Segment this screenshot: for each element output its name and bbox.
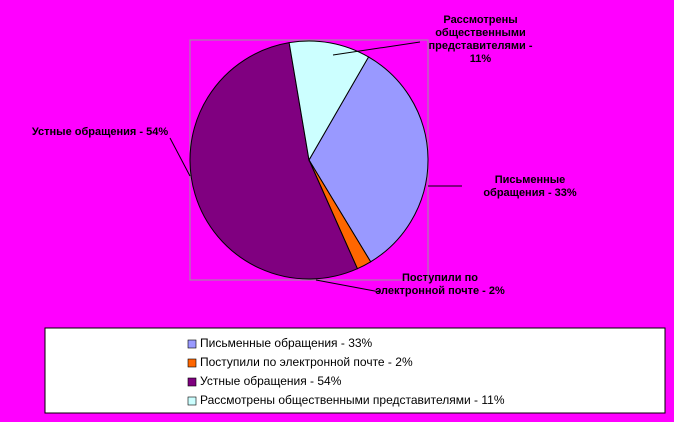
data-label: Письменные обращения - 33% (483, 174, 577, 199)
legend (44, 327, 666, 414)
legend-swatch (187, 396, 197, 406)
leader-line (315, 279, 381, 293)
pie-slice (189, 42, 359, 280)
legend-swatch (187, 339, 197, 349)
leader-line (169, 137, 191, 177)
legend-label: Рассмотрены общественными представителям… (200, 393, 505, 407)
legend-label: Поступили по электронной почте - 2% (200, 355, 413, 369)
legend-label: Письменные обращения - 33% (200, 336, 373, 350)
leader-line (332, 41, 421, 56)
pie-slice (288, 40, 370, 162)
pie-slice (308, 56, 429, 263)
data-label: Устные обращения - 54% (31, 126, 169, 138)
legend-label: Устные обращения - 54% (200, 374, 342, 388)
data-label: Поступили по электронной почте - 2% (375, 272, 505, 297)
data-label: Рассмотрены общественными представителям… (428, 14, 533, 65)
legend-swatch (187, 358, 197, 368)
legend-swatch (187, 377, 197, 387)
